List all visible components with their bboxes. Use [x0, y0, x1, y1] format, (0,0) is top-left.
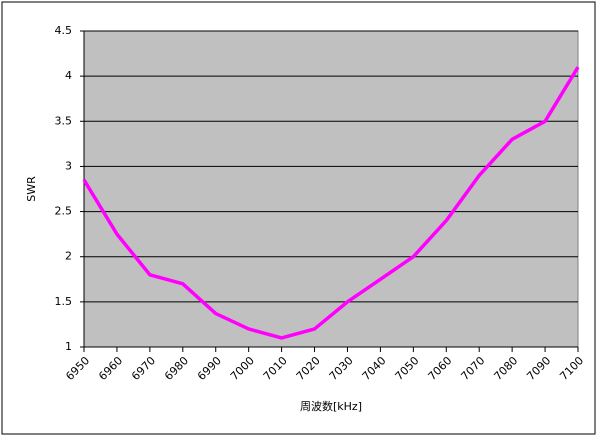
- y-tick-label: 3.5: [55, 114, 73, 127]
- y-tick-label: 3: [65, 159, 72, 172]
- x-axis-label: 周波数[kHz]: [300, 400, 362, 413]
- y-tick-label: 2: [65, 250, 72, 263]
- y-axis-label: SWR: [25, 176, 38, 202]
- y-tick-label: 1: [65, 340, 72, 353]
- y-tick-label: 4.5: [55, 24, 73, 37]
- y-tick-label: 1.5: [55, 295, 73, 308]
- y-tick-label: 2.5: [55, 205, 73, 218]
- data-line: [82, 66, 580, 340]
- plot-area: [83, 30, 579, 348]
- y-tick-label: 4: [65, 69, 72, 82]
